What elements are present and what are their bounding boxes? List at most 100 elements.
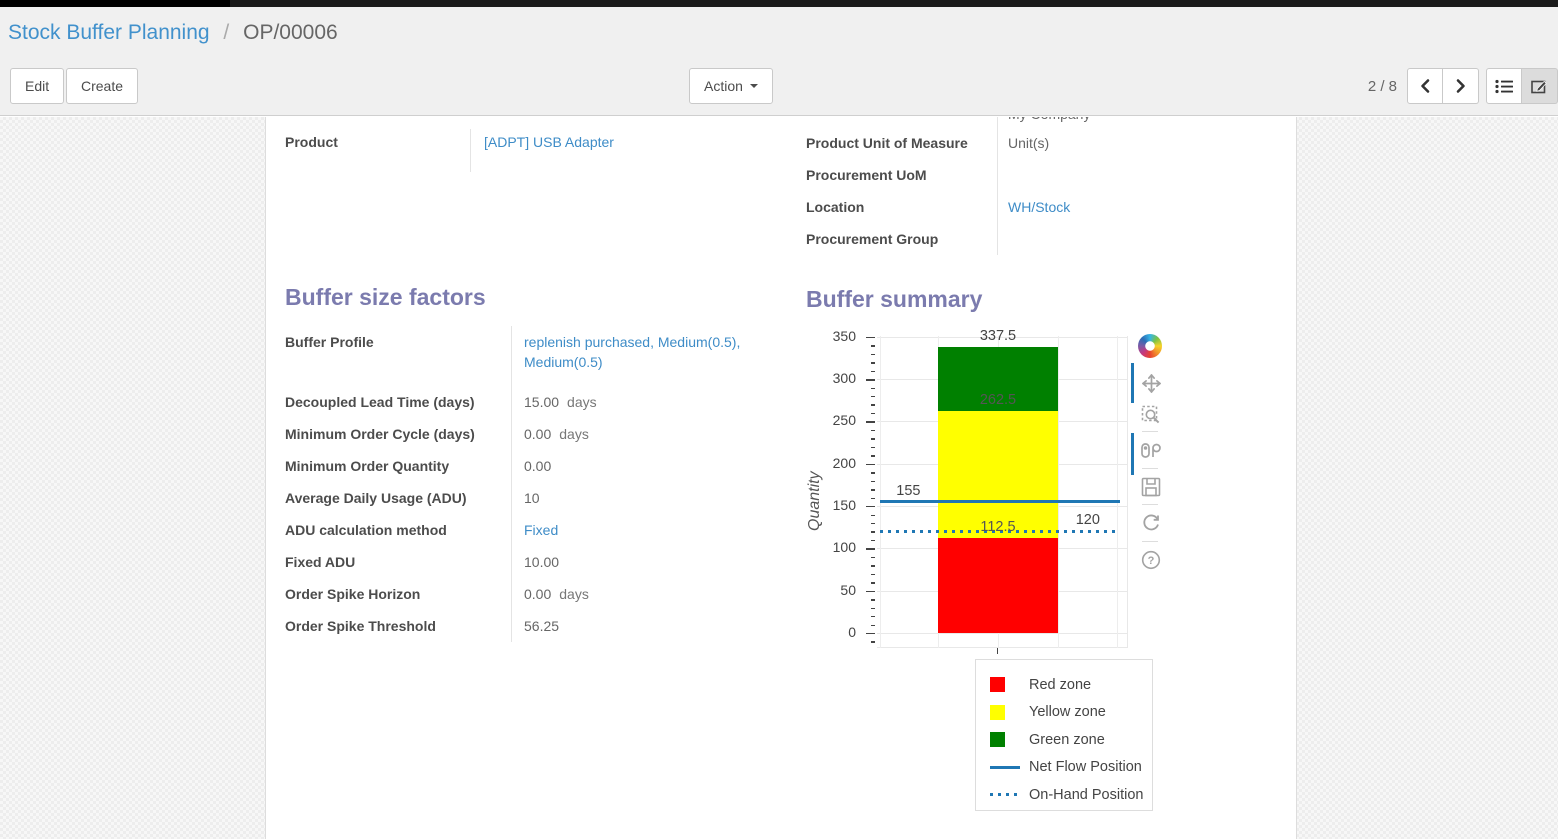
- box-zoom-icon: [1141, 405, 1159, 423]
- field-value-adu-method: Fixed: [511, 514, 767, 546]
- form-sheet: Product [ADPT] USB Adapter My Company Pr…: [265, 117, 1297, 839]
- plot-area: 337.5 262.5 155 112.5 120: [877, 328, 1128, 648]
- y-minor-tick: [871, 522, 875, 525]
- y-minor-tick: [871, 362, 875, 364]
- form-view-button[interactable]: [1522, 68, 1558, 104]
- buffer-summary-chart: Quantity 337.5 262.5 155 112.5 120 350 300 250…: [806, 326, 1292, 831]
- modebar-divider: [1142, 504, 1158, 505]
- edit-button[interactable]: Edit: [10, 68, 65, 104]
- net-flow-position-line: [880, 500, 1120, 504]
- modebar-divider: [1142, 541, 1158, 542]
- y-minor-tick: [871, 514, 875, 516]
- y-major-tick: [866, 590, 875, 593]
- field-label-fixed-adu: Fixed ADU: [285, 554, 356, 570]
- field-label-min-order-qty: Minimum Order Quantity: [285, 458, 450, 474]
- field-label-product: Product: [285, 134, 338, 150]
- y-minor-tick: [871, 370, 875, 373]
- legend-item[interactable]: Net Flow Position: [990, 754, 1152, 782]
- y-minor-tick: [871, 539, 875, 542]
- create-button[interactable]: Create: [66, 68, 139, 104]
- y-major-tick: [866, 463, 875, 466]
- field-label-product-uom: Product Unit of Measure: [806, 135, 968, 151]
- y-minor-tick: [871, 624, 875, 626]
- field-label-procurement-group: Procurement Group: [806, 231, 939, 247]
- box-zoom-button[interactable]: [1138, 403, 1164, 427]
- y-minor-tick: [871, 353, 875, 356]
- svg-text:?: ?: [1148, 555, 1155, 567]
- y-minor-tick: [871, 489, 875, 491]
- section-title-buffer-size-factors: Buffer size factors: [285, 284, 486, 310]
- field-value-product-uom: Unit(s): [997, 127, 1276, 159]
- record-pager-count: 2 / 8: [1367, 77, 1397, 95]
- y-tick-label: 250: [832, 412, 856, 429]
- field-label-procurement-uom: Procurement UoM: [806, 167, 927, 183]
- content-background: Product [ADPT] USB Adapter My Company Pr…: [0, 117, 1558, 839]
- y-tick-label: 200: [832, 454, 856, 471]
- buffer-profile-link[interactable]: replenish purchased, Medium(0.5), Medium…: [524, 334, 741, 370]
- field-label-adu: Average Daily Usage (ADU): [285, 490, 467, 506]
- chevron-right-icon: [1456, 79, 1465, 93]
- clipped-field-label: [806, 117, 997, 127]
- y-minor-tick: [871, 438, 875, 440]
- chart-annotation: 337.5: [979, 328, 1017, 345]
- y-tick-label: 350: [832, 327, 856, 344]
- chart-legend: Red zone Yellow zone Green zone Net Flow Po…: [975, 659, 1153, 811]
- y-minor-tick: [871, 565, 875, 567]
- y-major-tick: [866, 421, 875, 423]
- legend-label: Red zone: [1029, 676, 1092, 693]
- legend-item[interactable]: Red zone: [990, 671, 1152, 699]
- field-value-min-order-cycle: 0.00 days: [511, 418, 767, 450]
- field-label-spike-threshold: Order Spike Threshold: [285, 618, 436, 634]
- location-link[interactable]: WH/Stock: [1008, 199, 1071, 215]
- legend-item[interactable]: Green zone: [990, 726, 1152, 754]
- field-value-dlt: 15.00 days: [511, 386, 767, 418]
- save-chart-button[interactable]: [1138, 475, 1164, 499]
- field-label-adu-method: ADU calculation method: [285, 522, 447, 538]
- field-value-adu: 10: [511, 482, 767, 514]
- field-label-dlt: Decoupled Lead Time (days): [285, 394, 475, 410]
- pager-previous-button[interactable]: [1407, 68, 1443, 104]
- zone-yellow-zone: [938, 410, 1058, 538]
- legend-swatch-icon: [990, 704, 1020, 720]
- chevron-left-icon: [1421, 79, 1430, 93]
- pan-tool-button[interactable]: [1138, 371, 1164, 395]
- modebar-active-indicator: [1131, 363, 1134, 403]
- field-label-spike-horizon: Order Spike Horizon: [285, 586, 421, 602]
- legend-item[interactable]: On-Hand Position: [990, 781, 1152, 809]
- y-gridline: [877, 336, 1128, 338]
- legend-label: Net Flow Position: [1029, 759, 1142, 776]
- product-link[interactable]: [ADPT] USB Adapter: [484, 134, 614, 150]
- pager-area: 2 / 8: [1368, 68, 1558, 104]
- browser-top-bar: [0, 0, 1558, 7]
- action-dropdown-button[interactable]: Action: [689, 68, 773, 104]
- modebar-divider: [1142, 468, 1158, 469]
- adu-method-link[interactable]: Fixed: [524, 522, 559, 538]
- modebar-divider: [1142, 431, 1158, 432]
- y-minor-tick: [871, 412, 875, 415]
- y-minor-tick: [871, 480, 875, 483]
- pager-next-button[interactable]: [1443, 68, 1479, 104]
- field-value-spike-horizon: 0.00 days: [511, 578, 767, 610]
- reset-axes-button[interactable]: [1138, 511, 1164, 535]
- compare-hover-button[interactable]: [1138, 439, 1164, 463]
- field-label-buffer-profile: Buffer Profile: [285, 334, 374, 350]
- y-minor-tick: [871, 556, 875, 559]
- field-value-location: WH/Stock: [997, 191, 1276, 223]
- x-gridline: [1117, 336, 1118, 648]
- help-button[interactable]: ?: [1138, 548, 1164, 572]
- zone-red-zone: [938, 537, 1058, 633]
- form-view-icon: [1531, 80, 1547, 94]
- browser-tab-remnant: [0, 0, 230, 7]
- plotly-logo-icon[interactable]: [1138, 334, 1162, 358]
- list-view-button[interactable]: [1486, 68, 1522, 104]
- modebar-active-indicator: [1131, 433, 1134, 475]
- legend-item[interactable]: Yellow zone: [990, 699, 1152, 727]
- breadcrumb-parent-link[interactable]: Stock Buffer Planning: [8, 21, 210, 44]
- chart-annotation: 155: [896, 482, 921, 499]
- y-minor-tick: [871, 396, 875, 398]
- field-value-procurement-uom: [997, 159, 1276, 191]
- caret-down-icon: [749, 84, 758, 88]
- product-group: Product [ADPT] USB Adapter: [285, 129, 771, 172]
- y-minor-tick: [871, 573, 875, 576]
